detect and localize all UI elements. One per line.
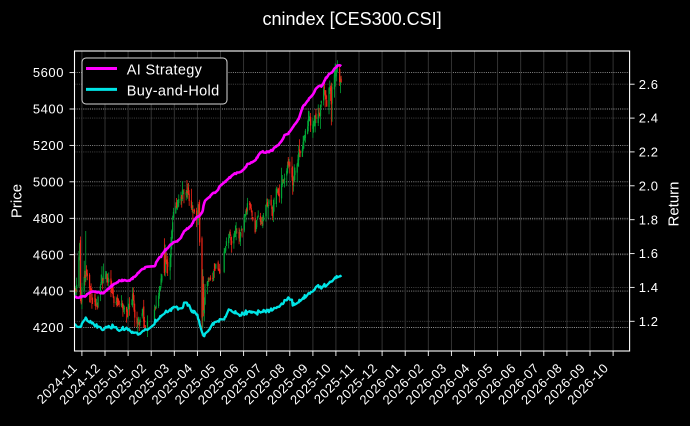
svg-text:5600: 5600 [33, 65, 64, 80]
svg-text:4600: 4600 [33, 247, 64, 262]
svg-text:5200: 5200 [33, 138, 64, 153]
svg-text:Price: Price [9, 184, 26, 218]
svg-text:2.6: 2.6 [639, 77, 659, 92]
svg-text:4200: 4200 [33, 320, 64, 335]
svg-text:2.4: 2.4 [639, 111, 659, 126]
svg-text:AI Strategy: AI Strategy [127, 62, 203, 78]
svg-text:Return: Return [666, 181, 683, 226]
svg-text:1.4: 1.4 [639, 280, 659, 295]
svg-text:1.6: 1.6 [639, 246, 659, 261]
svg-text:1.8: 1.8 [639, 212, 659, 227]
svg-text:4800: 4800 [33, 211, 64, 226]
svg-text:Buy-and-Hold: Buy-and-Hold [127, 83, 220, 99]
svg-text:2.2: 2.2 [639, 145, 659, 160]
svg-text:4400: 4400 [33, 284, 64, 299]
svg-text:2.0: 2.0 [639, 178, 659, 193]
svg-text:5000: 5000 [33, 174, 64, 189]
svg-text:1.2: 1.2 [639, 314, 659, 329]
svg-text:5400: 5400 [33, 102, 64, 117]
svg-text:cnindex [CES300.CSI]: cnindex [CES300.CSI] [263, 9, 442, 29]
